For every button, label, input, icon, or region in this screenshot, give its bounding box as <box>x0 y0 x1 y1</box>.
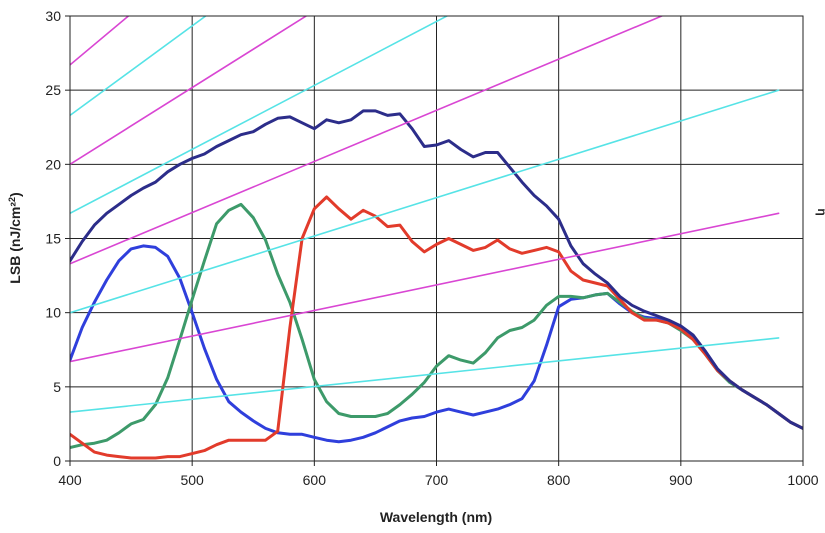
y-axis-title-main: LSB (nJ/cm² <box>7 202 23 284</box>
y-tick-label: 5 <box>53 379 61 395</box>
y-axis-title-tail: ) <box>7 192 23 197</box>
reference-line-magenta-4 <box>70 212 780 363</box>
x-tick-label: 400 <box>58 472 82 488</box>
grid <box>69 15 804 462</box>
y-tick-label: 20 <box>45 156 61 172</box>
reference-line-magenta-7 <box>70 16 130 66</box>
y-axis-title-superscript: 2 <box>7 197 17 202</box>
reference-line-cyan-9 <box>70 89 780 314</box>
right-axis-mark: η <box>815 208 825 215</box>
series-line-red-2 <box>70 195 803 460</box>
series-layer <box>70 16 803 460</box>
series-line-navy-3 <box>70 109 803 430</box>
y-axis-title: LSB (nJ/cm²2) <box>7 192 23 283</box>
x-tick-label: 600 <box>303 472 327 488</box>
tick-labels: 400 500 600 700 800 900 1000 0 5 10 15 20 25 30 <box>45 8 818 488</box>
x-tick-label: 700 <box>425 472 449 488</box>
reference-line-magenta-6 <box>70 16 308 166</box>
y-tick-label: 25 <box>45 82 61 98</box>
x-tick-label: 500 <box>180 472 204 488</box>
x-tick-label: 900 <box>669 472 693 488</box>
y-tick-label: 15 <box>45 231 61 247</box>
reference-line-cyan-11 <box>70 16 208 117</box>
x-tick-label: 800 <box>547 472 571 488</box>
x-axis-title: Wavelength (nm) <box>380 509 492 525</box>
reference-line-cyan-10 <box>70 16 449 215</box>
y-tick-label: 0 <box>53 453 61 469</box>
y-tick-label: 30 <box>45 8 61 24</box>
reference-line-magenta-5 <box>70 16 664 265</box>
x-tick-label: 1000 <box>787 472 818 488</box>
y-tick-label: 10 <box>45 305 61 321</box>
reference-line-cyan-8 <box>70 337 780 413</box>
